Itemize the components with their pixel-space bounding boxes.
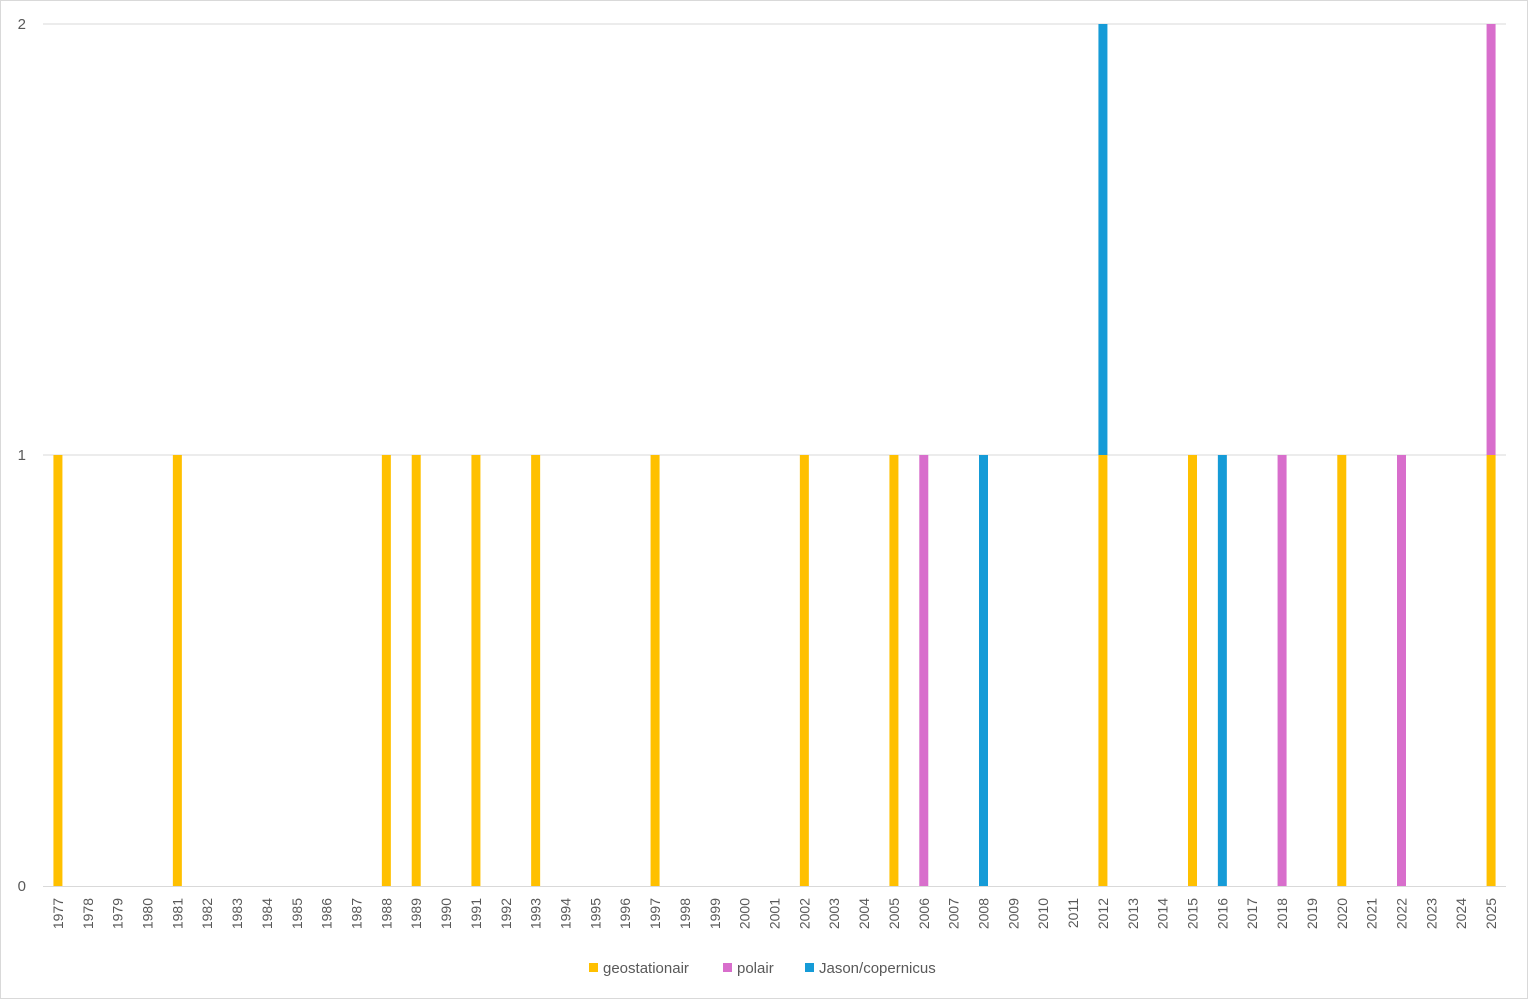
x-tick-label: 2010	[1035, 898, 1051, 929]
x-tick-label: 2025	[1483, 898, 1499, 929]
bar-polair-2022	[1397, 455, 1406, 886]
bar-polair-2025	[1486, 24, 1496, 455]
bar-jason-copernicus-2016	[1217, 455, 1227, 886]
x-tick-label: 2002	[796, 898, 812, 929]
legend-swatch	[805, 963, 814, 972]
bar-geostationair-2020	[1337, 455, 1347, 886]
bar-geostationair-1997	[650, 455, 660, 886]
x-tick-label: 1982	[199, 898, 215, 929]
bar-geostationair-1993	[531, 455, 541, 886]
x-tick-label: 2022	[1394, 898, 1410, 929]
legend-swatch	[589, 963, 598, 972]
x-tick-label: 1998	[677, 898, 693, 929]
x-tick-label: 2009	[1005, 898, 1021, 929]
x-tick-label: 2004	[856, 898, 872, 929]
x-tick-label: 2013	[1125, 898, 1141, 929]
x-tick-label: 1996	[617, 898, 633, 929]
bar-geostationair-1981	[172, 455, 182, 886]
gridlines	[43, 23, 1506, 456]
x-tick-label: 2006	[916, 898, 932, 929]
x-tick-label: 1977	[50, 898, 66, 929]
x-tick-label: 2020	[1334, 898, 1350, 929]
x-tick-label: 1995	[587, 898, 603, 929]
x-tick-label: 2015	[1185, 898, 1201, 929]
bar-geostationair-2005	[889, 455, 899, 886]
bar-geostationair-1989	[411, 455, 421, 886]
x-tick-label: 2014	[1155, 898, 1171, 929]
bar-jason-copernicus-2008	[979, 455, 988, 886]
x-tick-label: 2024	[1453, 898, 1469, 929]
x-tick-label: 1989	[408, 898, 424, 929]
legend-label: geostationair	[603, 960, 689, 977]
x-tick-label: 1994	[558, 898, 574, 929]
bar-geostationair-1977	[53, 455, 63, 886]
x-tick-label: 2000	[737, 898, 753, 929]
bar-jason-copernicus-2012	[1098, 24, 1108, 455]
x-tick-label: 1978	[80, 898, 96, 929]
legend: geostationair polair Jason/copernicus	[589, 960, 936, 977]
y-tick-label: 0	[18, 878, 26, 895]
bar-polair-2018	[1277, 455, 1287, 886]
x-tick-label: 1983	[229, 898, 245, 929]
x-tick-label: 1981	[169, 898, 185, 929]
x-tick-label: 1988	[378, 898, 394, 929]
x-tick-label: 1985	[289, 898, 305, 929]
bar-polair-2006	[919, 455, 929, 886]
x-tick-label: 1986	[319, 898, 335, 929]
x-tick-label: 2005	[886, 898, 902, 929]
x-axis-ticks: 1977 1978 1979 1980 1981 1982 1983 1984 1985 1986…	[50, 898, 1499, 929]
x-tick-label: 2003	[826, 898, 842, 929]
x-tick-label: 2007	[946, 898, 962, 929]
legend-label: Jason/copernicus	[819, 960, 936, 977]
x-tick-label: 1993	[528, 898, 544, 929]
x-tick-label: 2008	[976, 898, 992, 929]
x-tick-label: 1990	[438, 898, 454, 929]
bar-geostationair-1988	[381, 455, 391, 886]
x-tick-label: 1997	[647, 898, 663, 929]
x-tick-label: 2021	[1364, 898, 1380, 929]
bar-geostationair-2002	[799, 455, 809, 886]
x-tick-label: 1992	[498, 898, 514, 929]
x-tick-label: 1987	[349, 898, 365, 929]
bar-geostationair-2012	[1098, 455, 1108, 886]
bar-geostationair-2015	[1188, 455, 1197, 886]
x-tick-label: 1991	[468, 898, 484, 929]
y-axis-ticks: 0 1 2	[18, 16, 26, 895]
x-tick-label: 2019	[1304, 898, 1320, 929]
x-tick-label: 2017	[1244, 898, 1260, 929]
legend-swatch	[723, 963, 732, 972]
x-tick-label: 2011	[1065, 898, 1081, 928]
legend-label: polair	[737, 960, 774, 977]
y-tick-label: 1	[18, 447, 26, 464]
x-tick-label: 2001	[767, 898, 783, 929]
x-tick-label: 1999	[707, 898, 723, 929]
x-tick-label: 1979	[110, 898, 126, 929]
x-tick-label: 1984	[259, 898, 275, 929]
x-tick-label: 2018	[1274, 898, 1290, 929]
x-tick-label: 2012	[1095, 898, 1111, 929]
bar-geostationair-1991	[471, 455, 481, 886]
y-tick-label: 2	[18, 16, 26, 33]
bars	[53, 24, 1496, 886]
x-tick-label: 2023	[1423, 898, 1439, 929]
bar-geostationair-2025	[1486, 455, 1496, 886]
x-tick-label: 2016	[1214, 898, 1230, 929]
x-tick-label: 1980	[140, 898, 156, 929]
